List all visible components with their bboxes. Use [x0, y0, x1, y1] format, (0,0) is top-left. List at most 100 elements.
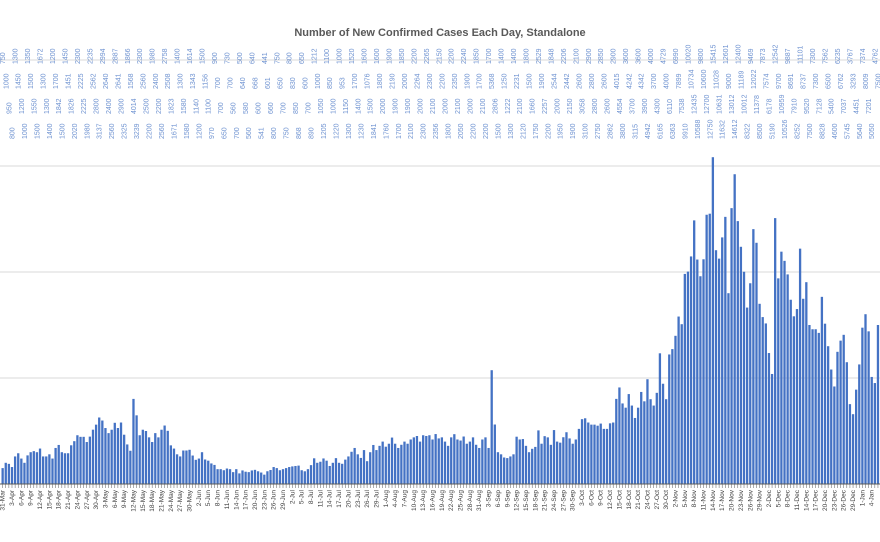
x-tick-label: 2-Nov	[672, 489, 679, 507]
bar	[462, 436, 465, 484]
data-label: 4000	[648, 48, 655, 64]
data-label: 1500	[495, 123, 502, 139]
bar	[138, 435, 141, 484]
bar	[580, 419, 584, 484]
bar	[359, 457, 363, 484]
bar	[717, 258, 721, 484]
data-label: 7899	[676, 73, 683, 89]
bar	[696, 259, 699, 484]
bar	[182, 450, 185, 484]
data-label: 2641	[115, 73, 122, 89]
data-label: 1826	[69, 98, 76, 114]
bar	[337, 462, 341, 484]
bar	[26, 455, 29, 484]
bar	[549, 444, 553, 484]
bar	[605, 428, 609, 484]
bar	[425, 435, 428, 484]
data-label: 1343	[190, 73, 197, 89]
x-tick-label: 6-Apr	[18, 489, 25, 506]
x-tick-label: 27-Apr	[84, 489, 91, 509]
data-label: 3700	[651, 73, 658, 89]
data-label: 1500	[28, 73, 35, 89]
data-label: 2325	[122, 123, 129, 139]
chart-title: Number of New Confirmed Cases Each Day, …	[294, 27, 585, 39]
x-tick-label: 30-Apr	[93, 489, 100, 509]
x-tick-label: 11-Jun	[224, 490, 231, 510]
data-label: 1450	[62, 48, 69, 64]
data-label: 850	[293, 102, 300, 114]
bar	[602, 428, 605, 484]
bar	[194, 459, 197, 484]
bar	[341, 463, 344, 484]
x-tick-label: 16-Aug	[430, 490, 437, 511]
data-label: 700	[305, 102, 312, 114]
bar	[636, 407, 640, 484]
bar	[431, 439, 434, 484]
x-tick-label: 21-Apr	[65, 489, 72, 509]
data-label: 3600	[636, 48, 643, 64]
bar	[281, 469, 285, 484]
bar	[612, 422, 615, 484]
x-tick-label: 30-Sep	[570, 490, 577, 511]
data-label: 1671	[171, 123, 178, 139]
data-label: 7500	[807, 123, 814, 139]
data-label: 2050	[458, 123, 465, 139]
x-tick-label: 29-Dec	[850, 489, 857, 511]
data-label: 700	[281, 102, 288, 114]
data-label: 2100	[573, 48, 580, 64]
x-tick-label: 8-Jul	[308, 489, 315, 504]
data-label: 890	[309, 127, 316, 139]
x-tick-label: 28-Aug	[467, 490, 474, 511]
x-tick-label: 11-Dec	[794, 489, 801, 510]
x-tick-label: 23-Dec	[831, 489, 838, 511]
data-label: 1200	[196, 123, 203, 139]
data-label: 7562	[823, 48, 830, 64]
bar	[94, 424, 98, 484]
data-label: 4000	[664, 73, 671, 89]
data-label: 1500	[368, 98, 375, 114]
bar	[369, 452, 372, 484]
bar	[82, 436, 85, 484]
data-label: 2544	[552, 73, 559, 89]
data-label: 2265	[424, 48, 431, 64]
bar	[618, 387, 621, 484]
data-label: 2000	[555, 98, 562, 114]
data-label: 1300	[13, 48, 20, 64]
data-label: 2758	[162, 48, 169, 64]
data-label: 3767	[847, 48, 854, 64]
data-label: 2200	[483, 123, 490, 139]
x-tick-label: 18-Apr	[56, 489, 63, 509]
data-label: 2120	[520, 123, 527, 139]
bar	[574, 439, 577, 484]
data-label: 8322	[745, 123, 752, 139]
bar	[157, 437, 160, 484]
bar	[839, 340, 842, 484]
data-label: 10020	[685, 44, 692, 64]
data-label: 14612	[732, 119, 739, 139]
data-label: 2800	[589, 73, 596, 89]
bar	[680, 324, 683, 484]
data-label: 10600	[701, 69, 708, 89]
data-label: 1760	[383, 123, 390, 139]
x-tick-label: 7-Aug	[401, 490, 408, 508]
data-label: 1900	[386, 48, 393, 64]
bar	[826, 346, 830, 484]
bar	[213, 464, 216, 484]
bar	[777, 278, 780, 484]
data-label: 2356	[433, 123, 440, 139]
bar	[805, 282, 808, 484]
data-label: 560	[231, 102, 238, 114]
bar	[851, 414, 855, 484]
bar	[116, 428, 120, 484]
bar	[362, 450, 366, 484]
bar	[275, 468, 278, 484]
x-tick-label: 13-Aug	[420, 490, 427, 511]
bar	[537, 430, 540, 484]
bar	[764, 323, 767, 484]
data-label: 10734	[689, 69, 696, 89]
bar	[13, 456, 17, 484]
bar	[789, 299, 792, 484]
x-tick-label: 14-Jul	[327, 489, 334, 507]
data-label: 4554	[617, 98, 624, 114]
bar	[496, 452, 500, 484]
